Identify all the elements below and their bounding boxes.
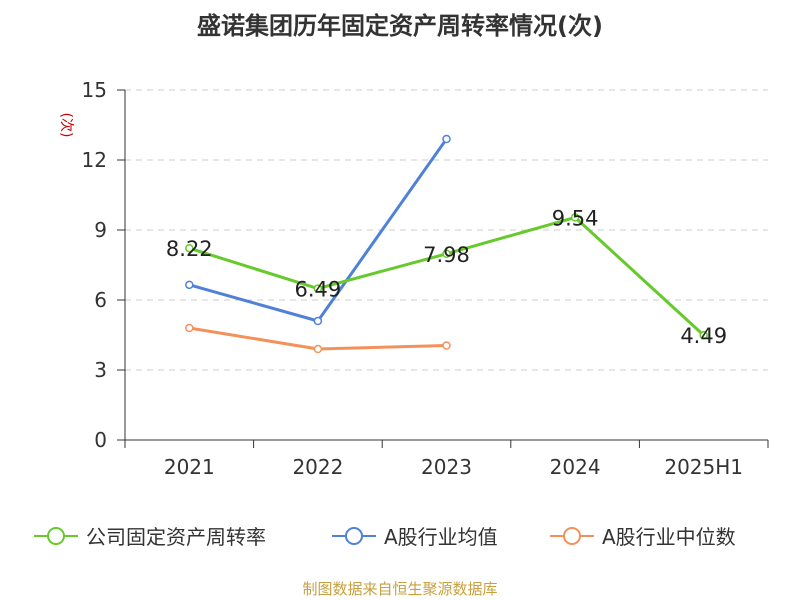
y-axis-label: (次) — [58, 113, 74, 138]
legend-item-company[interactable]: 公司固定资产周转率 — [32, 521, 266, 550]
data-label: 4.49 — [680, 324, 727, 348]
legend-item-industry-mean[interactable]: A股行业均值 — [330, 521, 498, 550]
data-point-1 — [185, 280, 194, 290]
data-point-0 — [185, 243, 194, 253]
y-tick-label: 9 — [94, 218, 107, 242]
legend-marker-company-icon — [34, 526, 78, 545]
y-tick-label: 3 — [94, 358, 107, 382]
legend-circle — [563, 526, 581, 545]
chart-title: 盛诺集团历年固定资产周转率情况(次) — [197, 12, 603, 40]
y-tick-label: 6 — [94, 288, 107, 312]
data-label: 8.22 — [166, 237, 213, 261]
series-line-0 — [188, 215, 705, 337]
legend-label-industry-mean: A股行业均值 — [384, 525, 498, 549]
data-point-2 — [442, 341, 451, 350]
x-tick-label: 2025H1 — [664, 455, 743, 479]
y-tick-label: 0 — [94, 428, 107, 452]
y-tick-label: 15 — [82, 78, 107, 102]
x-tick-label: 2021 — [164, 455, 215, 479]
data-point-2 — [313, 344, 323, 354]
data-point-0 — [442, 249, 451, 259]
data-point-1 — [442, 134, 451, 144]
data-point-0 — [313, 284, 323, 293]
legend-circle — [345, 526, 363, 545]
legend-item-industry-median[interactable]: A股行业中位数 — [548, 521, 736, 550]
y-tick-label: 12 — [82, 148, 107, 172]
legend-label-industry-median: A股行业中位数 — [602, 525, 736, 549]
source-note: 制图数据来自恒生聚源数据库 — [302, 580, 498, 598]
data-point-0 — [570, 213, 580, 222]
x-tick-label: 2024 — [550, 455, 601, 479]
data-label: 7.98 — [423, 243, 470, 267]
x-tick-label: 2023 — [421, 455, 472, 479]
data-point-0 — [699, 330, 708, 340]
data-label: 9.54 — [552, 206, 599, 230]
legend-marker-industry-median-icon — [550, 526, 594, 545]
data-label: 6.49 — [295, 278, 342, 302]
legend-circle — [47, 526, 65, 545]
legend-marker-industry-mean-icon — [332, 526, 376, 545]
x-tick-label: 2022 — [292, 455, 343, 479]
data-point-2 — [185, 323, 194, 333]
data-point-1 — [313, 316, 323, 326]
legend-label-company: 公司固定资产周转率 — [86, 525, 266, 549]
